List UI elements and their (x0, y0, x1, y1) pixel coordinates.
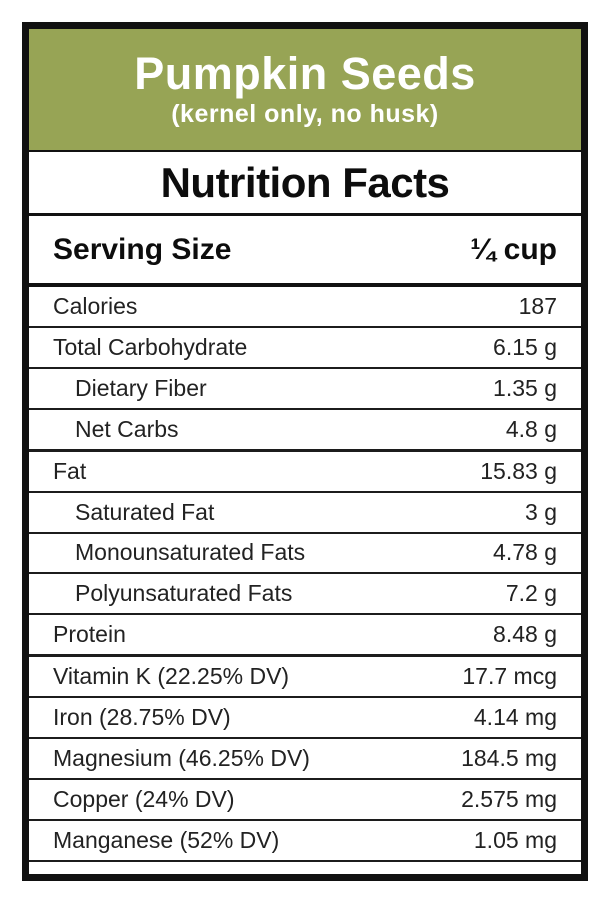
nutrient-row-saturated-fat: Saturated Fat 3 g (29, 493, 581, 534)
nutrition-label-card: Pumpkin Seeds (kernel only, no husk) Nut… (22, 22, 588, 881)
nutrient-row-vitamin-k: Vitamin K (22.25% DV) 17.7 mcg (29, 657, 581, 699)
nutrient-row-calories: Calories 187 (29, 287, 581, 328)
nutrient-value: 7.2 g (505, 580, 557, 607)
nutrient-value: 4.8 g (505, 415, 557, 442)
nutrient-value: 4.14 mg (473, 704, 557, 731)
nutrient-value: 184.5 mg (461, 745, 557, 772)
nutrient-row-iron: Iron (28.75% DV) 4.14 mg (29, 698, 581, 740)
nutrient-label: Fat (53, 457, 87, 484)
nutrient-label: Copper (24% DV) (53, 786, 235, 813)
nutrient-value: 1.35 g (493, 374, 557, 401)
nutrient-row-fat: Fat 15.83 g (29, 452, 581, 493)
label-header: Pumpkin Seeds (kernel only, no husk) (29, 29, 581, 152)
nutrient-row-monounsaturated-fats: Monounsaturated Fats 4.78 g (29, 534, 581, 575)
nutrient-value: 2.575 mg (461, 786, 557, 813)
nutrient-label: Vitamin K (22.25% DV) (53, 663, 290, 690)
nutrient-label: Manganese (52% DV) (53, 826, 280, 853)
serving-size-value: ¼ cup (470, 232, 557, 266)
nutrient-label: Protein (53, 621, 126, 648)
nutrient-value: 1.05 mg (473, 826, 557, 853)
nutrient-label: Dietary Fiber (75, 374, 207, 401)
nutrient-row-polyunsaturated-fats: Polyunsaturated Fats 7.2 g (29, 574, 581, 616)
bottom-spacer (29, 861, 581, 874)
product-subtitle: (kernel only, no husk) (171, 100, 439, 129)
nutrient-label: Net Carbs (75, 415, 179, 442)
nutrient-row-protein: Protein 8.48 g (29, 615, 581, 658)
nutrient-label: Saturated Fat (75, 498, 215, 525)
nutrient-value: 17.7 mcg (462, 663, 557, 690)
serving-size-row: Serving Size ¼ cup (29, 216, 581, 287)
nutrient-row-magnesium: Magnesium (46.25% DV) 184.5 mg (29, 739, 581, 781)
nutrient-label: Calories (53, 292, 138, 319)
nutrient-row-dietary-fiber: Dietary Fiber 1.35 g (29, 369, 581, 410)
nutrient-value: 3 g (525, 498, 557, 525)
nutrient-value: 4.78 g (493, 539, 557, 566)
nutrient-row-manganese: Manganese (52% DV) 1.05 mg (29, 821, 581, 862)
nutrient-label: Total Carbohydrate (53, 333, 248, 360)
nutrient-row-net-carbs: Net Carbs 4.8 g (29, 410, 581, 452)
nutrient-value: 8.48 g (493, 621, 557, 648)
nutrient-label: Iron (28.75% DV) (53, 704, 231, 731)
nutrient-value: 187 (518, 292, 557, 319)
nutrient-row-total-carbohydrate: Total Carbohydrate 6.15 g (29, 328, 581, 369)
product-title: Pumpkin Seeds (134, 47, 476, 99)
nutrient-value: 6.15 g (493, 333, 557, 360)
serving-size-label: Serving Size (53, 232, 232, 266)
nutrient-label: Magnesium (46.25% DV) (53, 745, 310, 772)
nutrient-label: Monounsaturated Fats (75, 539, 306, 566)
nutrition-facts-title: Nutrition Facts (29, 152, 581, 216)
nutrient-label: Polyunsaturated Fats (75, 580, 293, 607)
nutrient-value: 15.83 g (480, 457, 557, 484)
nutrient-row-copper: Copper (24% DV) 2.575 mg (29, 780, 581, 821)
nutrient-rows: Calories 187 Total Carbohydrate 6.15 g D… (29, 287, 581, 874)
